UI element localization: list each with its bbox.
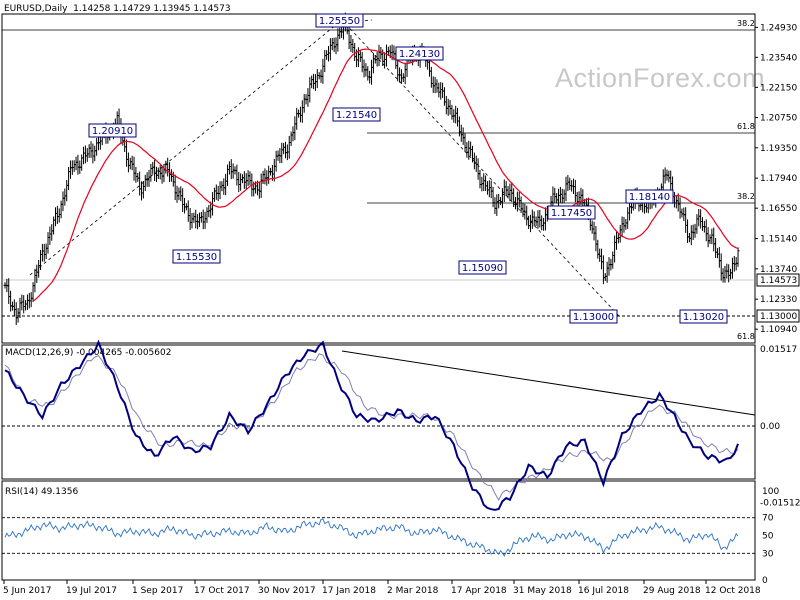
- x-axis-label: 12 Oct 2018: [705, 586, 761, 596]
- price-callout-box: [458, 260, 507, 275]
- last-price-tag-label: 1.14573: [760, 276, 797, 286]
- price-axis-label: 1.16550: [760, 204, 797, 214]
- price-callout-label: 1.15530: [176, 252, 217, 263]
- price-callout-label: 1.18140: [629, 192, 670, 203]
- price-callout-box: [315, 13, 364, 28]
- macd-signal-line: [4, 353, 739, 501]
- rsi-axis-label: 100: [762, 487, 779, 497]
- ohlc-values: 1.14258 1.14729 1.13945 1.14573: [73, 4, 231, 14]
- rsi-axis-label: 0: [762, 576, 768, 586]
- price-callout-box: [547, 205, 596, 220]
- x-axis-label: 17 Apr 2018: [451, 586, 507, 596]
- support-tag-box: [756, 309, 800, 323]
- x-axis-label: 19 Jul 2017: [66, 586, 117, 596]
- timeframe-label: Daily: [44, 4, 68, 14]
- price-bars: [3, 12, 740, 326]
- trend-line: [29, 19, 343, 276]
- fib-label: 61.8: [737, 122, 755, 131]
- support-tag-label: 1.13000: [760, 312, 797, 322]
- trend-line: [341, 19, 620, 317]
- symbol-label: EURUSD: [4, 4, 42, 14]
- x-axis-label: 29 Aug 2018: [643, 586, 701, 596]
- price-axis-label: 1.17940: [760, 174, 797, 184]
- rsi-title: RSI(14) 49.1356: [5, 487, 78, 497]
- macd-trend-line: [341, 350, 756, 416]
- x-axis-label: 31 May 2018: [513, 586, 572, 596]
- rsi-axis-label: 50: [762, 532, 774, 542]
- price-axis-label: 1.19350: [760, 144, 797, 154]
- fib-label: 61.8: [737, 332, 755, 341]
- price-callout-box: [625, 189, 674, 204]
- macd-line: [4, 339, 739, 511]
- moving-average-line: [32, 48, 739, 302]
- price-axis-label: 1.20750: [760, 114, 797, 124]
- x-axis-label: 16 Jul 2018: [578, 586, 629, 596]
- price-callout-label: 1.15090: [462, 263, 503, 274]
- x-axis-label: 17 Jan 2018: [322, 586, 376, 596]
- price-axis-label: 1.24930: [760, 23, 797, 33]
- panel-frame-3: [1, 480, 756, 581]
- price-callout-label: 1.20910: [92, 126, 133, 137]
- fib-label: 38.2: [737, 19, 755, 28]
- price-callout-label: 1.13000: [573, 312, 614, 323]
- x-axis-label: 5 Jun 2017: [3, 586, 51, 596]
- price-callout-label: 1.25550: [319, 16, 360, 27]
- chart-header: EURUSD,Daily 1.14258 1.14729 1.13945 1.1…: [4, 4, 231, 14]
- price-callout-label: 1.13020: [683, 312, 724, 323]
- fib-label: 38.2: [737, 192, 755, 201]
- macd-axis-label: 0.00: [760, 422, 780, 432]
- panel-frame-2: [1, 344, 756, 480]
- x-axis-label: 1 Sep 2017: [132, 586, 183, 596]
- rsi-axis-label: 30: [762, 549, 774, 559]
- price-callout-box: [332, 107, 381, 122]
- price-callout-box: [172, 249, 221, 264]
- price-axis-label: 1.15140: [760, 235, 797, 245]
- macd-axis-label: -0.01512: [760, 499, 800, 509]
- x-axis-label: 2 Mar 2018: [387, 586, 439, 596]
- price-callout-box: [679, 309, 728, 324]
- watermark: ActionForex.com: [555, 63, 766, 93]
- price-callout-box: [395, 46, 444, 61]
- x-axis-label: 17 Oct 2017: [194, 586, 250, 596]
- price-axis-label: 1.22150: [760, 83, 797, 93]
- last-price-tag-box: [756, 273, 800, 287]
- price-callout-label: 1.17450: [551, 208, 592, 219]
- price-callout-box: [88, 123, 137, 138]
- macd-axis-label: 0.01517: [760, 345, 797, 355]
- rsi-axis-label: 70: [762, 514, 774, 524]
- price-axis-label: 1.23540: [760, 53, 797, 63]
- x-axis-label: 30 Nov 2017: [258, 586, 316, 596]
- price-callout-label: 1.21540: [336, 110, 377, 121]
- price-callout-box: [569, 309, 618, 324]
- price-axis-label: 1.13740: [760, 265, 797, 275]
- price-axis-label: 1.10940: [760, 325, 797, 335]
- price-axis-label: 1.12330: [760, 295, 797, 305]
- price-callout-label: 1.24130: [399, 49, 440, 60]
- rsi-line: [4, 518, 739, 557]
- macd-title: MACD(12,26,9) -0.004265 -0.005602: [5, 348, 171, 358]
